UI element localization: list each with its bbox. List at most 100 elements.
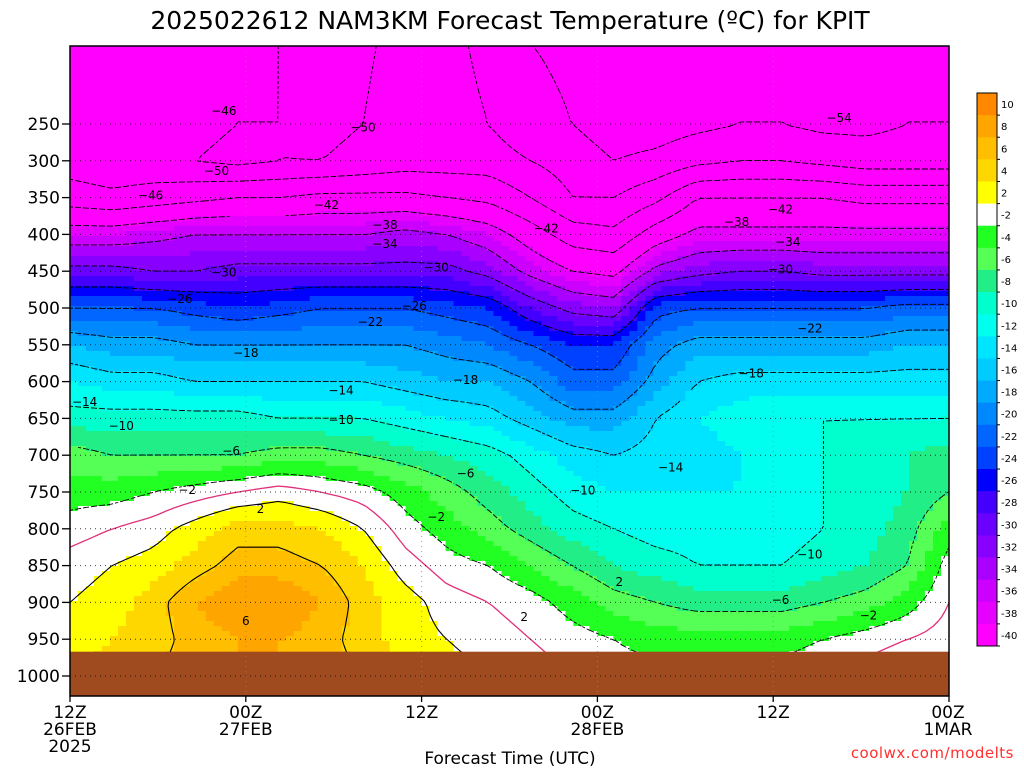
temperature-cell [93, 186, 103, 192]
temperature-cell [413, 91, 423, 97]
temperature-cell [261, 121, 271, 127]
temperature-cell [173, 146, 183, 152]
temperature-cell [717, 51, 726, 57]
temperature-cell [213, 206, 223, 212]
temperature-cell [85, 241, 95, 247]
temperature-cell [501, 51, 511, 57]
temperature-cell [557, 236, 567, 242]
temperature-cell [549, 131, 559, 137]
temperature-cell [493, 101, 503, 107]
temperature-cell [141, 226, 151, 232]
temperature-cell [661, 236, 670, 242]
temperature-cell [749, 96, 758, 102]
temperature-cell [845, 66, 854, 72]
temperature-cell [837, 181, 846, 187]
temperature-cell [589, 141, 598, 147]
temperature-cell [621, 56, 630, 62]
temperature-cell [453, 216, 463, 222]
temperature-cell [925, 181, 934, 187]
temperature-cell [277, 251, 287, 257]
temperature-cell [125, 241, 135, 247]
temperature-cell [405, 91, 415, 97]
temperature-cell [149, 101, 159, 107]
temperature-cell [565, 66, 575, 72]
temperature-cell [125, 211, 135, 217]
temperature-cell [653, 96, 662, 102]
temperature-cell [101, 261, 111, 267]
temperature-cell [925, 186, 934, 192]
temperature-cell [277, 101, 287, 107]
temperature-cell [157, 271, 167, 277]
temperature-cell [197, 226, 207, 232]
temperature-cell [733, 111, 742, 117]
temperature-cell [213, 161, 223, 167]
temperature-cell [565, 151, 575, 157]
temperature-cell [245, 256, 255, 262]
temperature-cell [197, 271, 207, 277]
temperature-cell [517, 126, 527, 132]
temperature-cell [861, 46, 870, 52]
temperature-cell [741, 221, 750, 227]
temperature-cell [885, 231, 894, 237]
temperature-cell [237, 246, 247, 252]
temperature-cell [757, 226, 766, 232]
temperature-cell [613, 191, 622, 197]
temperature-cell [325, 106, 335, 112]
temperature-cell [253, 181, 263, 187]
temperature-cell [157, 126, 167, 132]
temperature-cell [469, 236, 479, 242]
temperature-cell [813, 246, 822, 252]
temperature-cell [525, 246, 535, 252]
temperature-cell [205, 196, 215, 202]
temperature-cell [149, 151, 159, 157]
temperature-cell [477, 146, 487, 152]
temperature-cell [717, 241, 726, 247]
temperature-cell [669, 146, 678, 152]
temperature-cell [70, 71, 79, 77]
temperature-cell [309, 146, 319, 152]
temperature-cell [461, 241, 471, 247]
temperature-cell [317, 111, 327, 117]
temperature-cell [589, 61, 598, 67]
temperature-cell [421, 46, 431, 52]
temperature-cell [485, 241, 495, 247]
temperature-cell [117, 206, 127, 212]
temperature-cell [77, 71, 87, 77]
temperature-cell [597, 161, 606, 167]
temperature-cell [725, 161, 734, 167]
temperature-cell [797, 171, 806, 177]
temperature-cell [733, 136, 742, 142]
temperature-cell [749, 66, 758, 72]
temperature-cell [821, 66, 830, 72]
temperature-cell [149, 131, 159, 137]
temperature-cell [405, 176, 415, 182]
temperature-cell [397, 101, 407, 107]
temperature-cell [269, 211, 279, 217]
temperature-cell [925, 86, 934, 92]
temperature-cell [909, 101, 918, 107]
temperature-cell [813, 161, 822, 167]
temperature-cell [597, 51, 606, 57]
temperature-cell [829, 161, 838, 167]
temperature-cell [437, 46, 447, 52]
temperature-cell [861, 131, 870, 137]
temperature-cell [781, 261, 790, 267]
temperature-cell [493, 221, 503, 227]
temperature-cell [773, 101, 782, 107]
temperature-cell [157, 91, 167, 97]
temperature-cell [70, 271, 79, 277]
temperature-cell [301, 256, 311, 262]
temperature-cell [573, 186, 583, 192]
temperature-cell [485, 136, 495, 142]
temperature-cell [813, 101, 822, 107]
temperature-cell [645, 136, 654, 142]
temperature-cell [917, 51, 926, 57]
temperature-cell [605, 181, 614, 187]
temperature-cell [133, 201, 143, 207]
temperature-cell [413, 156, 423, 162]
temperature-cell [389, 51, 399, 57]
temperature-cell [453, 126, 463, 132]
temperature-cell [645, 261, 654, 267]
temperature-cell [277, 116, 287, 122]
temperature-cell [941, 231, 949, 237]
